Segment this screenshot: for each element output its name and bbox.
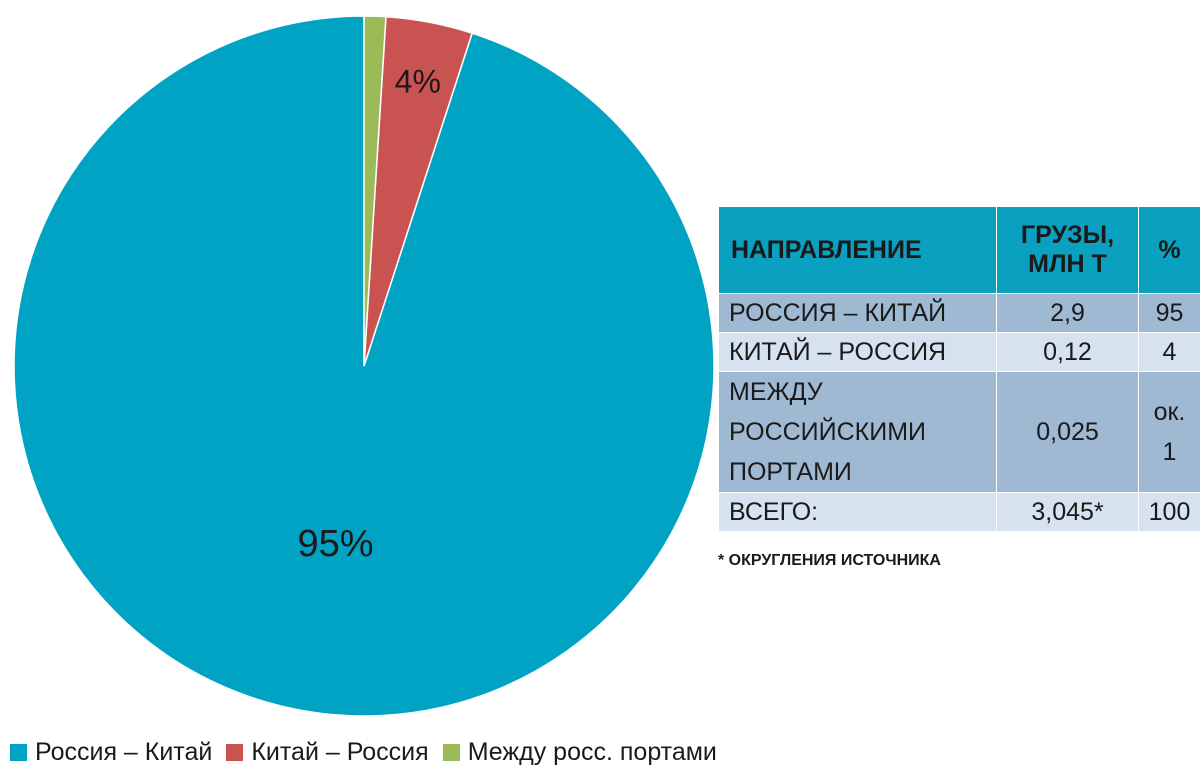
pie-slice	[363, 15, 387, 367]
legend-swatch	[226, 744, 244, 761]
legend-swatch	[442, 744, 460, 761]
cell-percent: 95	[1138, 293, 1200, 333]
cell-direction: РОССИЯ – КИТАЙ	[718, 293, 997, 333]
cell-percent: 100	[1138, 492, 1200, 532]
legend-label: Между росс. портами	[467, 738, 717, 766]
cell-direction: ВСЕГО:	[718, 492, 997, 532]
legend-label: Россия – Китай	[35, 738, 213, 766]
table-header-row: НАПРАВЛЕНИЕ ГРУЗЫ, МЛН Т %	[718, 206, 1200, 294]
header-cargo: ГРУЗЫ, МЛН Т	[996, 206, 1139, 294]
slice-label: 4%	[395, 64, 441, 100]
footnote: * ОКРУГЛЕНИЯ ИСТОЧНИКА	[718, 552, 941, 569]
chart-legend: Россия – Китай Китай – Россия Между росс…	[10, 738, 731, 767]
pie-chart: 95% 4%	[13, 15, 715, 717]
table-row: ВСЕГО: 3,045* 100	[718, 492, 1200, 532]
header-percent: %	[1138, 206, 1200, 294]
cell-cargo: 0,025	[996, 371, 1139, 493]
legend-swatch	[10, 744, 27, 761]
legend-item-russia-china: Россия – Китай	[10, 738, 212, 767]
table-row: МЕЖДУ РОССИЙСКИМИ ПОРТАМИ 0,025 ок. 1	[718, 371, 1200, 493]
cell-cargo: 3,045*	[996, 492, 1139, 532]
cell-cargo: 0,12	[996, 332, 1139, 372]
cell-direction: МЕЖДУ РОССИЙСКИМИ ПОРТАМИ	[718, 371, 997, 493]
cell-percent: ок. 1	[1138, 371, 1200, 493]
legend-item-between-ports: Между росс. портами	[442, 738, 717, 767]
header-direction: НАПРАВЛЕНИЕ	[718, 206, 997, 294]
cell-percent: 4	[1138, 332, 1200, 372]
legend-label: Китай – Россия	[251, 738, 429, 766]
table-row: РОССИЯ – КИТАЙ 2,9 95	[718, 293, 1200, 333]
cell-direction: КИТАЙ – РОССИЯ	[718, 332, 997, 372]
cargo-table: НАПРАВЛЕНИЕ ГРУЗЫ, МЛН Т % РОССИЯ – КИТА…	[718, 206, 1200, 532]
cell-cargo: 2,9	[996, 293, 1139, 333]
table-row: КИТАЙ – РОССИЯ 0,12 4	[718, 332, 1200, 372]
legend-item-china-russia: Китай – Россия	[226, 738, 429, 767]
slice-label: 95%	[297, 523, 373, 565]
